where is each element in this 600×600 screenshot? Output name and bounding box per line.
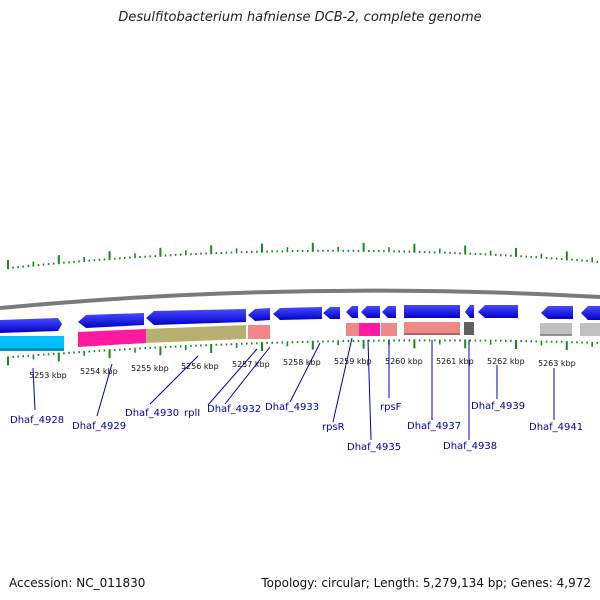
accession-text: Accession: NC_011830 [9, 576, 146, 590]
gene-label-dhaf-4928[interactable]: Dhaf_4928 [10, 415, 64, 426]
gene-forward[interactable] [361, 306, 380, 318]
gene-label-rpsf[interactable]: rpsF [380, 402, 402, 413]
gene-label-dhaf-4929[interactable]: Dhaf_4929 [72, 421, 126, 432]
outer-tick-arc [7, 242, 599, 270]
ruler-label: 5259 kbp [334, 357, 372, 366]
gene-forward[interactable] [323, 307, 340, 319]
genome-title: Desulfitobacterium hafniense DCB-2, comp… [118, 10, 482, 25]
label-leader-lines [32, 337, 555, 441]
ruler-label: 5262 kbp [487, 357, 525, 366]
gene-forward[interactable] [581, 306, 600, 320]
gene-forward[interactable] [478, 305, 518, 318]
gene-magenta[interactable] [359, 323, 380, 336]
gene-labels: Dhaf_4928 Dhaf_4929 Dhaf_4930 rplI Dhaf_… [10, 401, 583, 453]
gene-shadow [540, 334, 572, 336]
ruler-label: 5254 kbp [80, 367, 118, 376]
gene-shadow [0, 348, 64, 351]
topology-text: Topology: circular; Length: 5,279,134 bp… [261, 576, 591, 590]
gene-forward[interactable] [465, 305, 474, 318]
inner-tick-arc [7, 339, 599, 366]
gene-label-dhaf-4941[interactable]: Dhaf_4941 [529, 422, 583, 433]
gene-forward[interactable] [346, 306, 358, 318]
gene-label-dhaf-4932[interactable]: Dhaf_4932 [207, 404, 261, 415]
gene-salmon[interactable] [248, 325, 270, 339]
gene-dark[interactable] [464, 322, 474, 335]
gene-label-dhaf-4937[interactable]: Dhaf_4937 [407, 421, 461, 432]
forward-strand-genes [0, 305, 600, 333]
gene-label-dhaf-4930[interactable]: Dhaf_4930 [125, 408, 179, 419]
gene-salmon[interactable] [404, 322, 460, 335]
gene-forward[interactable] [541, 306, 573, 319]
ruler-label: 5256 kbp [181, 362, 219, 371]
ruler-labels: 5253 kbp 5254 kbp 5255 kbp 5256 kbp 5257… [29, 357, 576, 380]
gene-cyan[interactable] [0, 336, 64, 350]
ruler-label: 5255 kbp [131, 364, 169, 373]
gene-salmon[interactable] [346, 323, 359, 336]
gene-forward[interactable] [404, 305, 460, 318]
gene-label-rpsr[interactable]: rpsR [322, 422, 345, 433]
ruler-label: 5261 kbp [436, 357, 474, 366]
ruler-label: 5258 kbp [283, 358, 321, 367]
gene-gray[interactable] [540, 323, 572, 336]
ruler-label: 5257 kbp [232, 360, 270, 369]
gene-salmon[interactable] [381, 323, 397, 336]
gene-label-dhaf-4938[interactable]: Dhaf_4938 [443, 441, 497, 452]
gene-label-dhaf-4939[interactable]: Dhaf_4939 [471, 401, 525, 412]
ruler-label: 5263 kbp [538, 359, 576, 368]
ruler-label: 5260 kbp [385, 357, 423, 366]
gene-label-dhaf-4935[interactable]: Dhaf_4935 [347, 442, 401, 453]
gene-label-dhaf-4933[interactable]: Dhaf_4933 [265, 402, 319, 413]
gene-magenta[interactable] [78, 329, 146, 347]
gene-forward[interactable] [78, 313, 144, 328]
gene-forward[interactable] [273, 307, 322, 320]
gene-label-rpli[interactable]: rplI [184, 408, 200, 419]
gene-forward[interactable] [382, 306, 396, 318]
gene-forward[interactable] [248, 308, 270, 321]
reverse-strand-genes [0, 322, 600, 351]
ruler-label: 5253 kbp [29, 371, 67, 380]
gene-gray[interactable] [580, 323, 600, 336]
gene-forward[interactable] [146, 309, 246, 325]
gene-olive[interactable] [146, 325, 246, 343]
gene-shadow [404, 333, 460, 335]
gene-forward[interactable] [0, 318, 62, 333]
backbone-arc [0, 288, 600, 310]
